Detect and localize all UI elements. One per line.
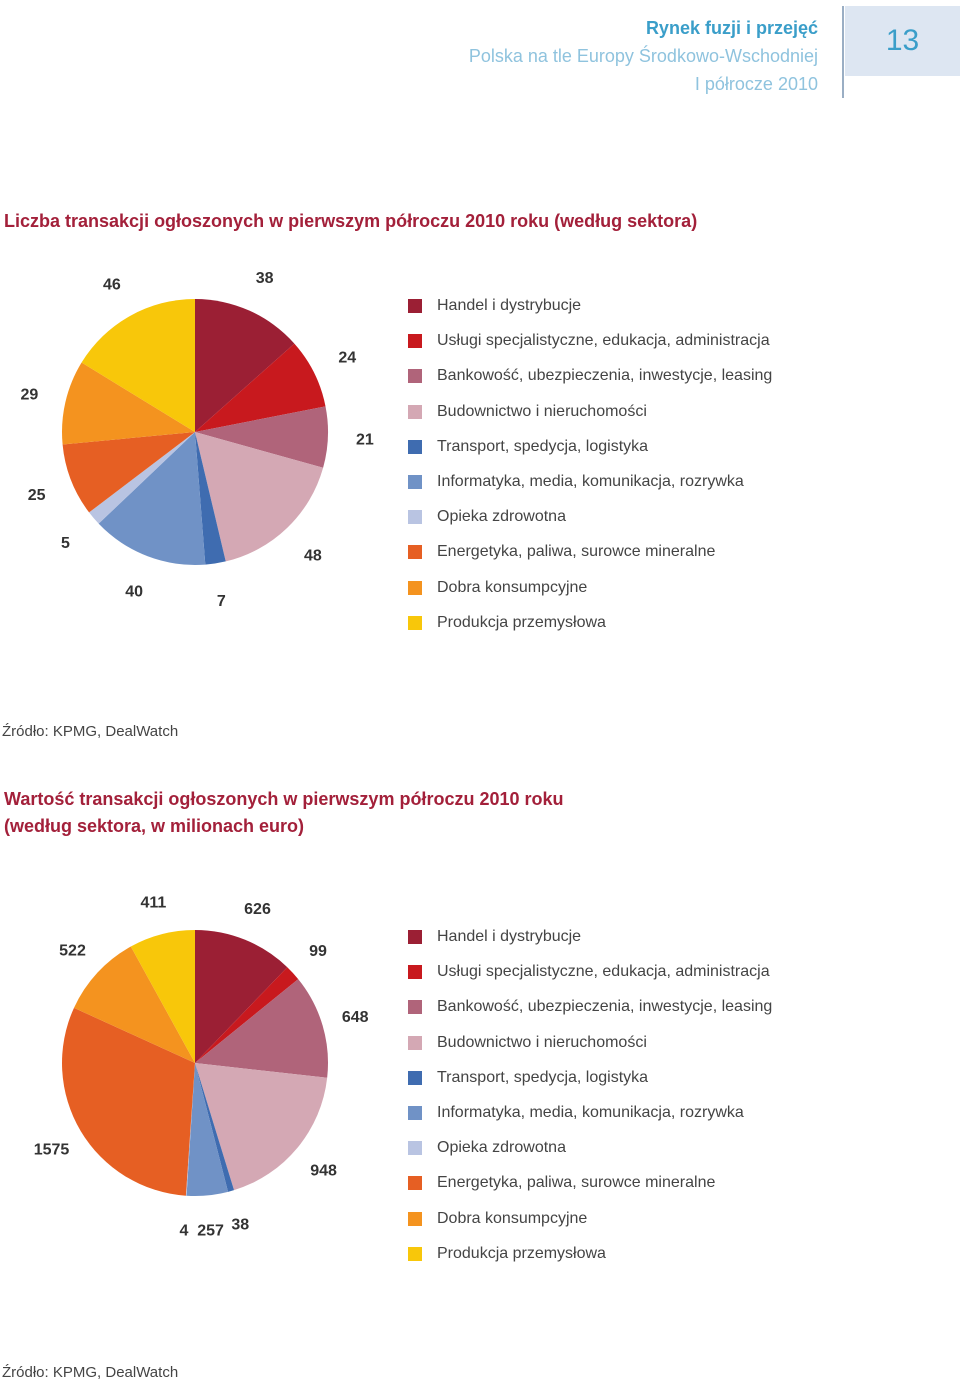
legend-label: Dobra konsumpcyjne (437, 578, 588, 596)
slice-value-label: 648 (342, 1009, 369, 1026)
legend-label: Produkcja przemysłowa (437, 613, 606, 631)
legend-swatch (408, 1070, 422, 1085)
legend-swatch (408, 369, 422, 384)
pie-slice-9 (61, 362, 196, 445)
slice-value-label: 4 (180, 1223, 189, 1240)
slice-value-label: 99 (309, 943, 327, 960)
legend-label: Transport, spedycja, logistyka (437, 437, 649, 455)
legend-label: Informatyka, media, komunikacja, rozrywk… (437, 473, 744, 490)
pie-slice-10 (81, 299, 195, 432)
pie-slice-8 (62, 432, 196, 513)
legend-swatch (408, 1141, 422, 1156)
legend-swatch (408, 510, 422, 525)
slice-value-label: 24 (338, 349, 356, 366)
pie-slice-10 (130, 930, 195, 1063)
slice-value-label: 7 (217, 593, 226, 610)
slice-value-label: 29 (21, 387, 39, 404)
legend-swatch (408, 1211, 422, 1226)
pie-slice-3 (195, 979, 328, 1078)
slice-value-label: 257 (197, 1222, 224, 1239)
pie-slice-1 (195, 299, 295, 432)
chart2-title: Wartość transakcji ogłoszonych w pierwsz… (4, 789, 564, 836)
legend-swatch (408, 475, 422, 489)
legend-swatch (408, 1106, 422, 1120)
slice-value-label: 46 (103, 277, 121, 294)
legend-label: Transport, spedycja, logistyka (437, 1068, 649, 1086)
legend-swatch (408, 1246, 422, 1261)
page-header: Rynek fuzji i przejęć Polska na tle Euro… (469, 14, 818, 98)
legend-swatch (408, 1000, 422, 1015)
slice-value-label: 38 (231, 1217, 249, 1234)
pie-slice-7 (185, 1063, 195, 1196)
legend-swatch (408, 1035, 422, 1050)
legend-label: Bankowość, ubezpieczenia, inwestycje, le… (437, 367, 773, 385)
pie-slice-5 (195, 432, 226, 565)
legend-swatch (408, 439, 422, 454)
slice-value-label: 1575 (34, 1142, 70, 1159)
pie-slice-8 (62, 1007, 195, 1196)
legend-swatch (408, 580, 422, 595)
legend-label: Handel i dystrybucje (437, 928, 582, 945)
legend-swatch (408, 334, 422, 349)
header-divider (842, 6, 844, 98)
slice-value-label: 25 (28, 487, 46, 504)
legend-label: Energetyka, paliwa, surowce mineralne (437, 543, 716, 561)
slice-value-label: 38 (256, 270, 274, 287)
legend-swatch (408, 299, 422, 313)
chart1-source: Źródło: KPMG, DealWatch (2, 723, 179, 740)
slice-value-label: 48 (304, 548, 322, 565)
pie-slice-5 (195, 1063, 235, 1192)
legend-swatch (408, 930, 422, 944)
legend-label: Produkcja przemysłowa (437, 1244, 606, 1262)
chart2-pie: 626 99 648 948 38 257 4 1575 522 411 (34, 894, 369, 1239)
slice-value-label: 411 (140, 894, 166, 911)
slice-value-label: 522 (59, 943, 86, 960)
slice-value-label: 626 (244, 901, 271, 918)
pie-slice-3 (195, 406, 329, 468)
report-subtitle: Polska na tle Europy Środkowo-Wschodniej (468, 46, 818, 66)
chart1-title: Liczba transakcji ogłoszonych w pierwszy… (4, 211, 698, 231)
slice-value-label: 40 (125, 584, 143, 601)
legend-swatch (408, 965, 422, 980)
pie-slice-2 (195, 967, 299, 1063)
legend-swatch (408, 545, 422, 560)
pie-slice-1 (195, 930, 288, 1063)
pie-slice-6 (98, 432, 206, 566)
pie-slice-4 (195, 432, 324, 562)
report-title: Rynek fuzji i przejęć (645, 18, 818, 38)
slice-value-label: 21 (356, 432, 374, 449)
chart2-source: Źródło: KPMG, DealWatch (2, 1364, 179, 1381)
legend-label: Handel i dystrybucje (437, 297, 582, 314)
chart1-pie: 38 24 21 48 7 40 5 25 29 46 (21, 270, 374, 610)
pie-slice-4 (195, 1063, 328, 1191)
legend-label: Usługi specjalistyczne, edukacja, admini… (437, 963, 770, 981)
pie-slice-7 (89, 432, 195, 524)
legend-label: Bankowość, ubezpieczenia, inwestycje, le… (437, 998, 773, 1016)
legend-swatch (408, 404, 422, 419)
legend-label: Opieka zdrowotna (437, 1139, 566, 1157)
legend-label: Opieka zdrowotna (437, 508, 566, 526)
legend-label: Usługi specjalistyczne, edukacja, admini… (437, 332, 770, 350)
legend-swatch (408, 615, 422, 630)
pie-slice-2 (195, 343, 326, 432)
legend-label: Budownictwo i nieruchomości (437, 402, 647, 420)
slice-value-label: 5 (61, 535, 70, 552)
pie-slice-9 (73, 946, 195, 1063)
slice-value-label: 948 (310, 1163, 337, 1180)
legend-swatch (408, 1176, 422, 1191)
legend-label: Energetyka, paliwa, surowce mineralne (437, 1174, 716, 1192)
legend-label: Informatyka, media, komunikacja, rozrywk… (437, 1104, 744, 1121)
legend-label: Dobra konsumpcyjne (437, 1209, 588, 1227)
page-number: 13 (845, 6, 960, 76)
report-period: I półrocze 2010 (694, 74, 818, 94)
pie-slice-6 (186, 1063, 229, 1197)
legend-label: Budownictwo i nieruchomości (437, 1033, 647, 1051)
